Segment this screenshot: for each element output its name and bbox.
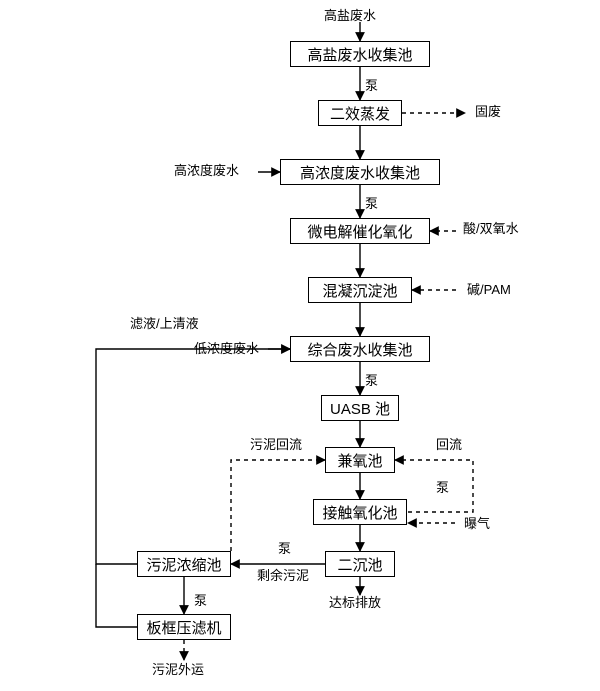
label-l_alkali: 碱/PAM <box>467 282 511 298</box>
label-l_discharge: 达标排放 <box>329 595 381 611</box>
label-l_acid: 酸/双氧水 <box>463 221 519 237</box>
node-n11: 污泥浓缩池 <box>137 551 231 577</box>
label-l_sludge_out: 污泥外运 <box>152 662 204 678</box>
node-n3: 高浓度废水收集池 <box>280 159 440 185</box>
label-l_pump1: 泵 <box>365 78 378 94</box>
label-l_solid: 固废 <box>475 104 501 120</box>
label-l_pump6: 泵 <box>194 593 207 609</box>
node-n6: 综合废水收集池 <box>290 336 430 362</box>
label-l_aeration: 曝气 <box>464 516 490 532</box>
label-l_src: 高盐废水 <box>324 8 376 24</box>
edge-22 <box>96 349 290 564</box>
node-n12: 板框压滤机 <box>137 614 231 640</box>
edge-23 <box>96 564 137 627</box>
node-n2: 二效蒸发 <box>318 100 402 126</box>
node-n5: 混凝沉淀池 <box>308 277 412 303</box>
node-n10: 二沉池 <box>325 551 395 577</box>
label-l_reflux: 回流 <box>436 437 462 453</box>
label-l_pump2: 泵 <box>365 196 378 212</box>
node-n8: 兼氧池 <box>325 447 395 473</box>
label-l_hcww: 高浓度废水 <box>174 163 239 179</box>
node-n4: 微电解催化氧化 <box>290 218 430 244</box>
node-n1: 高盐废水收集池 <box>290 41 430 67</box>
label-l_pump3: 泵 <box>365 373 378 389</box>
label-l_pump4: 泵 <box>436 480 449 496</box>
node-n9: 接触氧化池 <box>313 499 407 525</box>
label-l_filtrate: 滤液/上清液 <box>130 316 199 332</box>
label-l_excess: 剩余污泥 <box>257 568 309 584</box>
edge-21 <box>231 460 325 551</box>
label-l_lcww: 低浓度废水 <box>194 341 259 357</box>
node-n7: UASB 池 <box>321 395 399 421</box>
label-l_sludge_ret: 污泥回流 <box>250 437 302 453</box>
flowchart-canvas: 高盐废水收集池二效蒸发高浓度废水收集池微电解催化氧化混凝沉淀池综合废水收集池 UA… <box>0 0 600 691</box>
label-l_pump5: 泵 <box>278 541 291 557</box>
